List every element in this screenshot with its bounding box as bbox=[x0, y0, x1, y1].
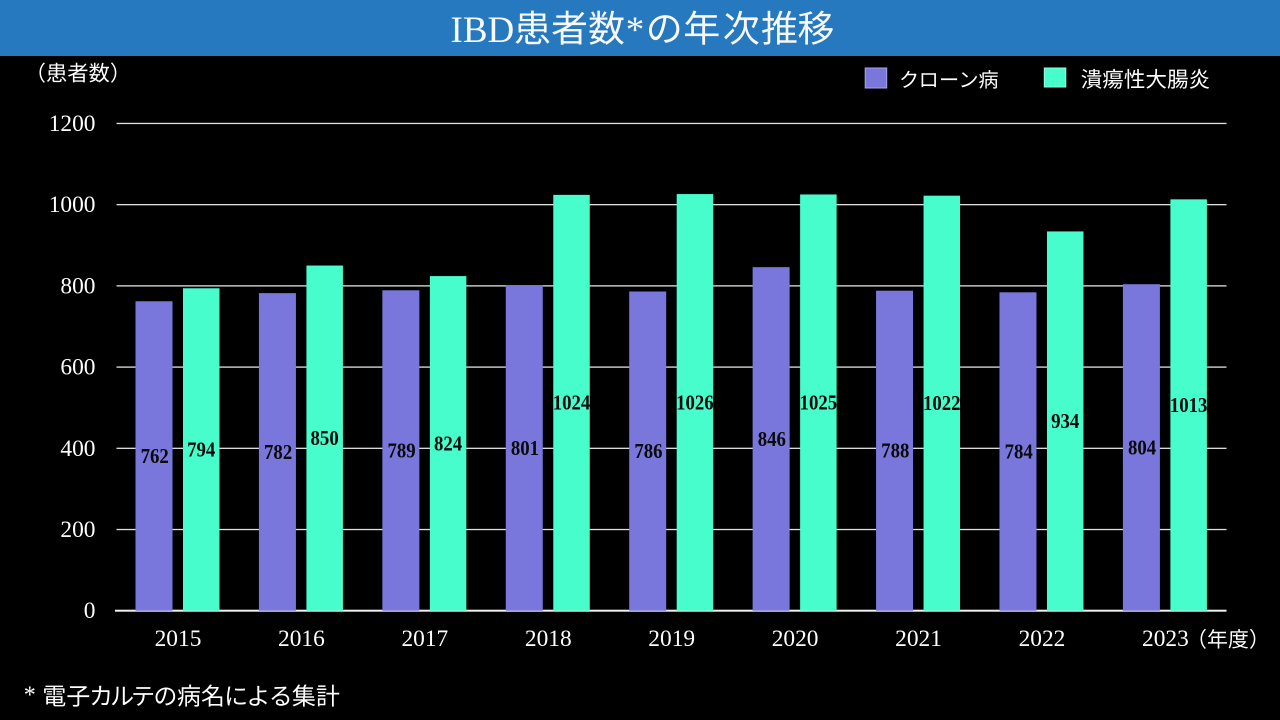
svg-text:824: 824 bbox=[434, 432, 462, 455]
svg-text:2017: 2017 bbox=[401, 626, 448, 652]
svg-text:2015: 2015 bbox=[155, 626, 202, 652]
svg-text:794: 794 bbox=[187, 439, 215, 462]
svg-text:934: 934 bbox=[1051, 410, 1079, 433]
svg-text:789: 789 bbox=[387, 440, 415, 463]
svg-text:2022: 2022 bbox=[1019, 626, 1066, 652]
svg-text:600: 600 bbox=[60, 355, 95, 381]
svg-text:400: 400 bbox=[60, 436, 95, 462]
svg-text:1026: 1026 bbox=[676, 391, 714, 414]
svg-text:200: 200 bbox=[60, 517, 95, 543]
svg-text:2023: 2023 bbox=[1142, 626, 1189, 652]
svg-text:762: 762 bbox=[141, 445, 169, 468]
svg-text:786: 786 bbox=[634, 440, 662, 463]
svg-text:784: 784 bbox=[1005, 441, 1033, 464]
svg-text:850: 850 bbox=[311, 427, 339, 450]
svg-text:782: 782 bbox=[264, 441, 292, 464]
svg-text:2019: 2019 bbox=[648, 626, 695, 652]
svg-text:1025: 1025 bbox=[800, 392, 838, 415]
svg-text:0: 0 bbox=[84, 598, 96, 624]
svg-text:1000: 1000 bbox=[49, 192, 96, 218]
svg-text:801: 801 bbox=[511, 437, 539, 460]
svg-text:1200: 1200 bbox=[49, 111, 96, 137]
svg-text:*: * bbox=[626, 10, 645, 51]
svg-text:804: 804 bbox=[1128, 436, 1156, 459]
svg-text:2018: 2018 bbox=[525, 626, 572, 652]
svg-text:*: * bbox=[24, 683, 36, 709]
svg-text:2021: 2021 bbox=[895, 626, 942, 652]
svg-text:846: 846 bbox=[758, 428, 786, 451]
svg-text:1013: 1013 bbox=[1170, 394, 1208, 417]
svg-text:1022: 1022 bbox=[923, 392, 961, 415]
svg-text:IBD: IBD bbox=[451, 10, 515, 51]
svg-text:2020: 2020 bbox=[772, 626, 819, 652]
svg-text:2016: 2016 bbox=[278, 626, 325, 652]
svg-text:1024: 1024 bbox=[553, 392, 591, 415]
svg-text:788: 788 bbox=[881, 440, 909, 463]
svg-text:800: 800 bbox=[60, 273, 95, 299]
